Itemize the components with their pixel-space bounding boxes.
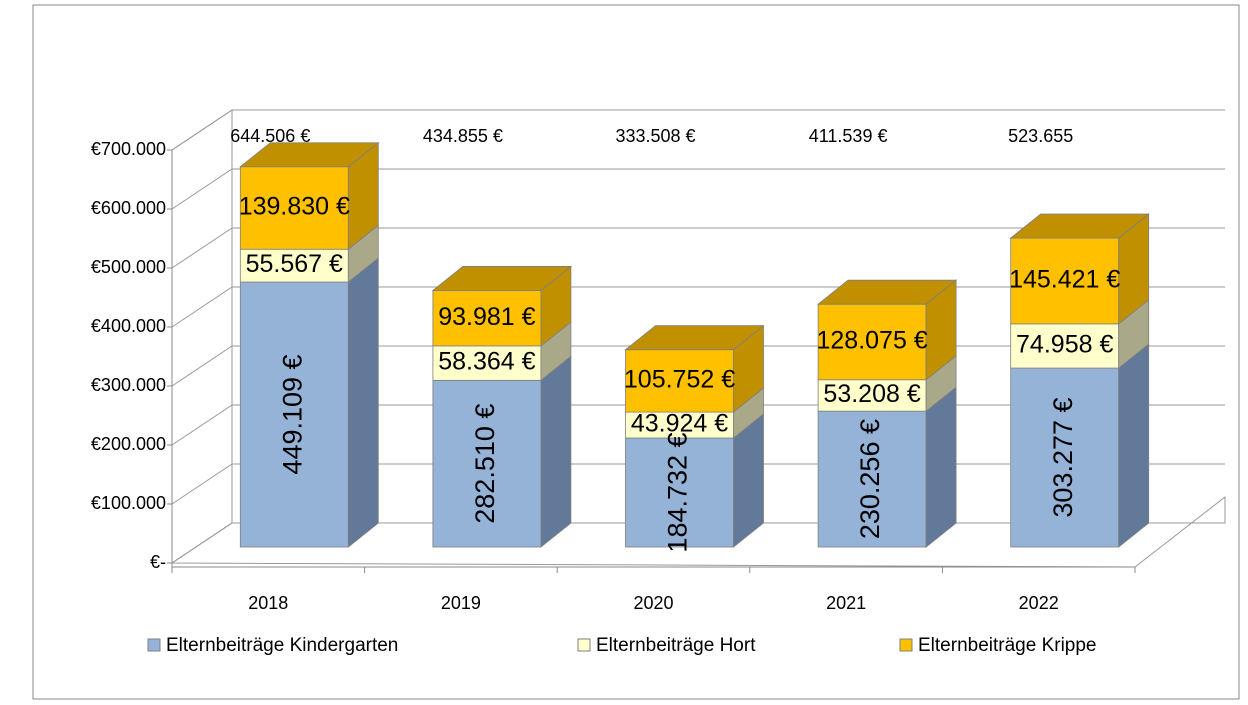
legend-label: Elternbeiträge Kindergarten [166, 635, 398, 656]
data-label: 139.830 € [239, 193, 350, 221]
bar-segment [817, 303, 927, 381]
bar-segment [432, 379, 542, 548]
bar-top [624, 325, 765, 351]
total-label: 523.655 [1008, 126, 1073, 146]
total-label: 411.539 € [809, 126, 888, 146]
x-tick-label: 2018 [248, 593, 288, 613]
data-label: 58.364 € [438, 348, 535, 376]
bar-segment [1010, 237, 1120, 325]
bar-top [816, 279, 958, 305]
bar-top [431, 266, 573, 291]
x-tick-label: 2022 [1019, 593, 1059, 613]
bar-segment [239, 281, 349, 548]
total-label: 434.855 € [423, 126, 503, 146]
bar-segment [625, 349, 734, 413]
bar-side [1118, 343, 1150, 548]
y-tick-label: €600.000 [91, 198, 166, 218]
data-label: 105.752 € [624, 366, 735, 394]
bar-side [347, 257, 379, 548]
grid-line [171, 227, 1225, 269]
data-label: 53.208 € [823, 380, 920, 408]
data-label: 43.924 € [631, 410, 728, 438]
x-tick-label: 2020 [633, 593, 673, 613]
data-label: 128.075 € [816, 327, 927, 355]
legend-swatch [147, 638, 161, 652]
legend-label: Elternbeiträge Hort [596, 635, 756, 656]
y-tick-label: €100.000 [91, 493, 166, 513]
data-label: 145.421 € [1009, 266, 1120, 294]
total-label: 333.508 € [615, 126, 695, 146]
y-tick-label: €- [150, 552, 166, 572]
bar-segment [817, 410, 927, 548]
legend-swatch [577, 638, 591, 652]
bar-segment [625, 411, 734, 439]
bar-segment [239, 248, 349, 283]
data-label: 449.109 € [277, 354, 307, 474]
y-tick-label: €400.000 [91, 316, 166, 336]
total-label: 644.506 € [230, 126, 310, 146]
bar-top [239, 142, 380, 168]
data-label: 55.567 € [246, 250, 343, 278]
bar-side [540, 355, 572, 548]
bar-segment [432, 345, 542, 381]
data-label: 303.277 € [1048, 397, 1078, 517]
y-tick-label: €200.000 [91, 434, 166, 454]
bar-side [925, 386, 957, 548]
data-label: 282.510 € [470, 404, 500, 524]
data-label: 93.981 € [438, 303, 535, 331]
data-label: 74.958 € [1016, 331, 1113, 359]
grid-line [171, 109, 1225, 151]
y-tick-label: €700.000 [91, 139, 166, 159]
bar-segment [432, 290, 542, 347]
legend-label: Elternbeiträge Krippe [918, 635, 1097, 656]
bar-top [1009, 213, 1150, 239]
bar-segment [1010, 367, 1120, 548]
data-label: 230.256 € [855, 419, 885, 539]
grid-line [171, 168, 1225, 210]
x-tick-label: 2021 [826, 593, 866, 613]
data-label: 184.732 € [663, 432, 693, 552]
y-tick-label: €500.000 [91, 257, 166, 277]
y-tick-label: €300.000 [91, 375, 166, 395]
legend-swatch [899, 638, 913, 652]
x-tick-label: 2019 [441, 593, 481, 613]
